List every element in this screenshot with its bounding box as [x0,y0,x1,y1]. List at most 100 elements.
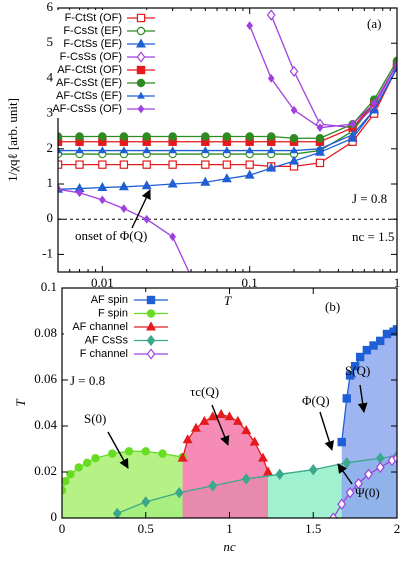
legend-marker [136,38,146,48]
y-tick-label: 0 [51,509,58,524]
y-tick-label: 0.02 [34,463,57,478]
legend-marker [136,26,146,36]
marker [75,160,84,169]
marker [66,470,75,479]
marker [112,507,122,518]
annotation-arrow [337,463,353,485]
legend-label: AF-CtSs (EF) [56,90,122,102]
marker [120,204,128,214]
marker [244,169,255,179]
marker [266,162,277,172]
marker [315,134,325,143]
marker [62,477,70,486]
series-line [117,455,397,515]
legend-label: F channel [80,348,128,360]
marker [97,181,108,191]
annotation: nc = 1.5 [352,229,394,244]
marker [241,473,251,485]
legend-marker [146,309,156,318]
x-tick-label: 1.5 [305,521,321,536]
y-tick-label: 5 [47,34,54,49]
marker [207,411,218,421]
legend-marker [137,91,145,99]
legend-marker [136,78,146,88]
marker [119,132,129,141]
marker [169,232,176,242]
marker [289,65,299,78]
marker [258,452,268,462]
annotation: S(Q) [345,363,370,378]
marker [124,447,134,456]
marker [74,463,83,472]
annotation-arrow [131,189,151,229]
legend-box [64,292,176,364]
annotation: J = 0.8 [70,373,105,388]
plot-frame [57,7,398,273]
marker [141,496,151,508]
x-tick-label: 1 [226,521,233,536]
marker [232,415,243,425]
marker [168,160,177,169]
legend-label: AF-CtSt (OF) [57,64,122,76]
legend-marker [146,321,156,331]
marker [82,458,92,467]
x-tick-label: 0.01 [91,275,114,290]
marker [249,436,260,446]
marker [91,454,100,463]
y-tick-label: 4 [47,69,54,84]
marker [98,132,107,141]
y-tick-label: 0.08 [34,325,57,340]
marker [337,498,347,510]
marker [266,9,276,21]
marker [141,180,152,190]
annotation: (a) [367,16,381,31]
marker [376,336,385,346]
marker [108,449,117,458]
marker [142,160,151,169]
x-tick-label: 0 [59,521,66,536]
marker [290,146,298,154]
legend-label: AF channel [72,321,128,333]
marker [370,105,379,113]
marker [191,422,201,432]
marker [98,195,106,205]
marker [342,394,351,403]
marker [289,155,299,165]
marker [314,146,325,156]
y-axis-label: 1/χqℓ [arb. unit] [5,98,20,182]
legend-label: F-CtSs (EF) [63,38,122,50]
marker [98,146,107,154]
marker [316,123,324,133]
marker [246,21,254,30]
marker [369,341,378,350]
marker [345,371,355,380]
marker [201,146,210,154]
marker [245,146,254,154]
x-tick-label: 0.1 [242,275,258,290]
x-tick-label: 1 [394,275,401,290]
marker [200,176,211,186]
marker [142,132,151,141]
y-tick-label: 2 [47,140,54,155]
marker [337,437,346,447]
legend-label: AF spin [91,294,128,306]
marker [98,160,107,169]
marker [142,146,151,154]
y-tick-label: 1 [47,175,54,190]
area [62,451,183,518]
marker [222,146,231,154]
y-tick-label: 0.1 [41,279,57,294]
marker [289,134,299,143]
x-axis-label: T [224,293,232,308]
marker [224,411,235,421]
annotation-arrow [107,431,129,469]
x-tick-label: 2 [394,521,401,536]
annotation-arrow [357,384,368,413]
marker [275,468,285,480]
marker [177,452,188,462]
legend-label: F-CtSt (OF) [65,12,122,24]
y-tick-label: 0 [47,210,54,225]
legend-label: AF-CsSs (OF) [52,103,122,115]
marker [245,132,254,141]
